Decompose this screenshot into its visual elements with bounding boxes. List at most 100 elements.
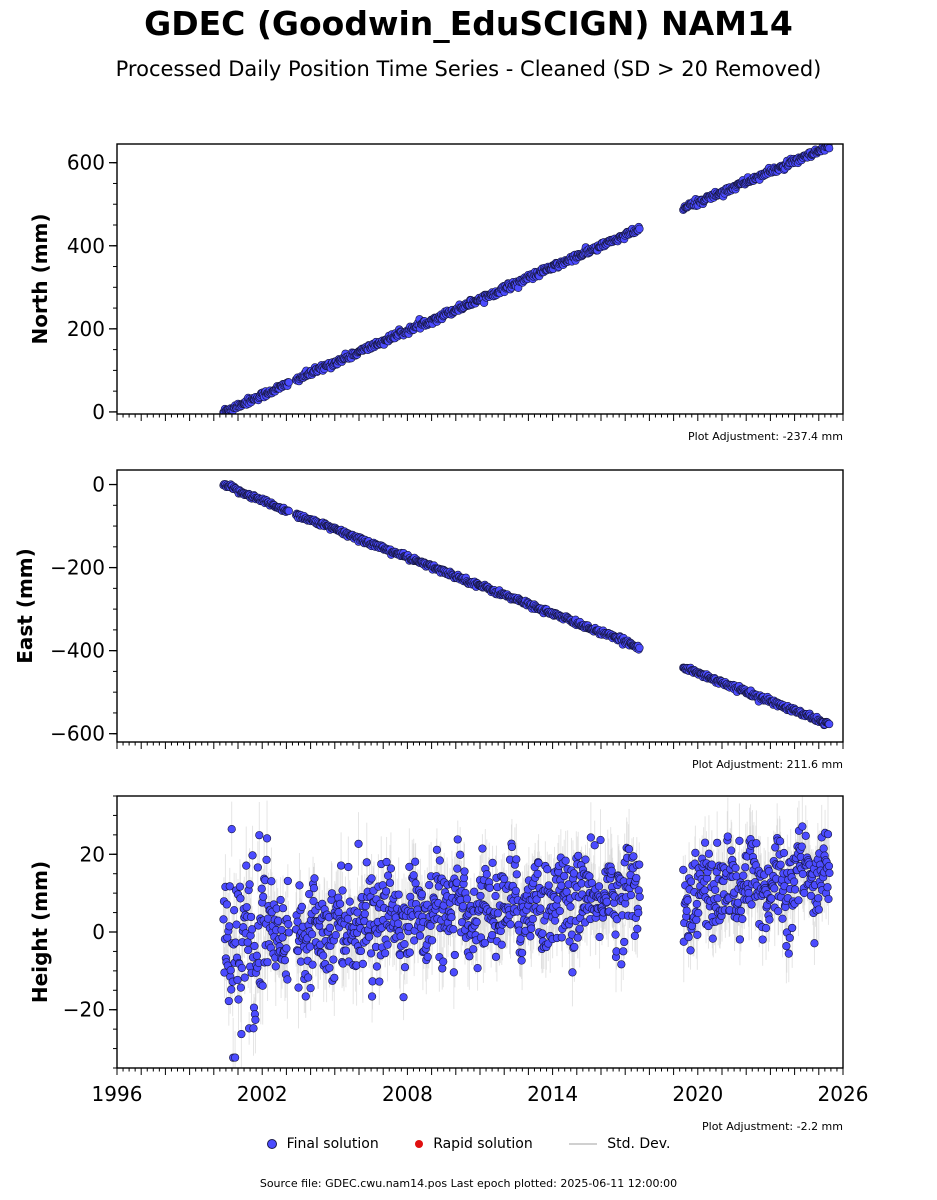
data-point — [325, 923, 335, 932]
data-point — [284, 920, 293, 929]
data-point — [336, 899, 345, 908]
height-plot-area — [219, 796, 834, 1068]
data-point — [425, 881, 434, 890]
data-point — [274, 916, 283, 925]
data-point — [383, 940, 392, 949]
data-point — [310, 874, 319, 883]
data-point — [417, 890, 427, 899]
data-point — [411, 879, 420, 888]
data-point — [411, 857, 420, 866]
data-point — [367, 949, 376, 958]
data-point — [367, 992, 377, 1001]
data-point — [246, 912, 256, 922]
data-point — [404, 922, 413, 932]
data-point — [294, 983, 303, 992]
data-point — [233, 975, 242, 985]
data-point — [226, 966, 235, 975]
data-point — [825, 144, 834, 153]
data-point — [280, 956, 290, 965]
north-axis-label: North (mm) — [28, 213, 52, 344]
data-point — [399, 993, 408, 1002]
y-tick-label: 0 — [92, 400, 105, 424]
data-point — [271, 962, 280, 971]
y-tick-label: −400 — [50, 639, 105, 663]
y-tick-label: −600 — [50, 722, 105, 746]
data-point — [382, 857, 391, 867]
data-point — [331, 931, 340, 940]
data-point — [361, 901, 370, 911]
data-point — [452, 878, 461, 887]
data-point — [405, 862, 414, 871]
data-point — [308, 960, 317, 969]
data-point — [360, 909, 369, 918]
data-point — [450, 950, 459, 960]
data-point — [267, 877, 276, 886]
data-point — [415, 931, 425, 940]
data-point — [263, 958, 272, 967]
data-point — [304, 973, 313, 982]
data-point — [319, 951, 328, 960]
data-point — [362, 858, 371, 867]
data-point — [439, 957, 448, 966]
height-points — [219, 822, 834, 1062]
panel-east: 0 −200 −400 −600 East (mm) Plot Adjustment: 2… — [13, 469, 844, 771]
data-point — [453, 864, 462, 873]
data-point — [230, 906, 239, 915]
data-point — [259, 892, 268, 901]
data-point — [293, 917, 302, 926]
data-point — [234, 995, 243, 1004]
data-point — [382, 887, 391, 896]
data-point — [230, 1053, 240, 1062]
data-point — [447, 913, 456, 922]
data-point — [236, 894, 245, 903]
data-point — [245, 880, 254, 889]
data-point — [296, 957, 306, 966]
data-point — [258, 981, 267, 990]
data-point — [247, 925, 257, 934]
data-point — [334, 908, 343, 917]
data-point — [306, 984, 315, 993]
data-point — [224, 996, 233, 1006]
data-point — [394, 890, 403, 899]
data-point — [250, 941, 259, 951]
data-point — [375, 977, 384, 986]
data-point — [330, 973, 339, 982]
data-point — [385, 878, 395, 887]
data-point — [368, 977, 377, 986]
east-axes-frame — [116, 469, 844, 743]
data-point — [244, 945, 253, 955]
north-plot-adjustment: Plot Adjustment: -237.4 mm — [688, 430, 843, 443]
data-point — [381, 949, 390, 958]
data-point — [386, 864, 396, 873]
data-point — [396, 950, 405, 960]
data-point — [635, 643, 644, 652]
data-point — [325, 963, 334, 972]
data-point — [231, 938, 240, 947]
data-point — [338, 886, 347, 895]
chart-title: GDEC (Goodwin_EduSCIGN) NAM14 — [144, 4, 793, 43]
data-point — [232, 920, 241, 929]
data-point — [410, 936, 419, 945]
data-point — [284, 506, 293, 516]
data-point — [255, 831, 264, 840]
data-point — [301, 992, 310, 1001]
data-point — [394, 919, 403, 928]
data-point — [248, 851, 257, 860]
data-point — [345, 897, 354, 906]
data-point — [253, 863, 262, 872]
data-point — [356, 946, 366, 956]
data-point — [449, 925, 458, 934]
data-point — [453, 835, 462, 844]
data-point — [400, 940, 409, 949]
chart-subtitle: Processed Daily Position Time Series - C… — [115, 57, 822, 81]
data-point — [235, 882, 245, 891]
data-point — [240, 973, 249, 982]
data-point — [405, 948, 414, 957]
y-tick-label: 400 — [67, 234, 105, 258]
data-point — [344, 862, 353, 872]
north-plot-area — [219, 144, 834, 414]
data-point — [409, 871, 418, 880]
data-point — [276, 895, 285, 905]
data-point — [400, 963, 410, 972]
